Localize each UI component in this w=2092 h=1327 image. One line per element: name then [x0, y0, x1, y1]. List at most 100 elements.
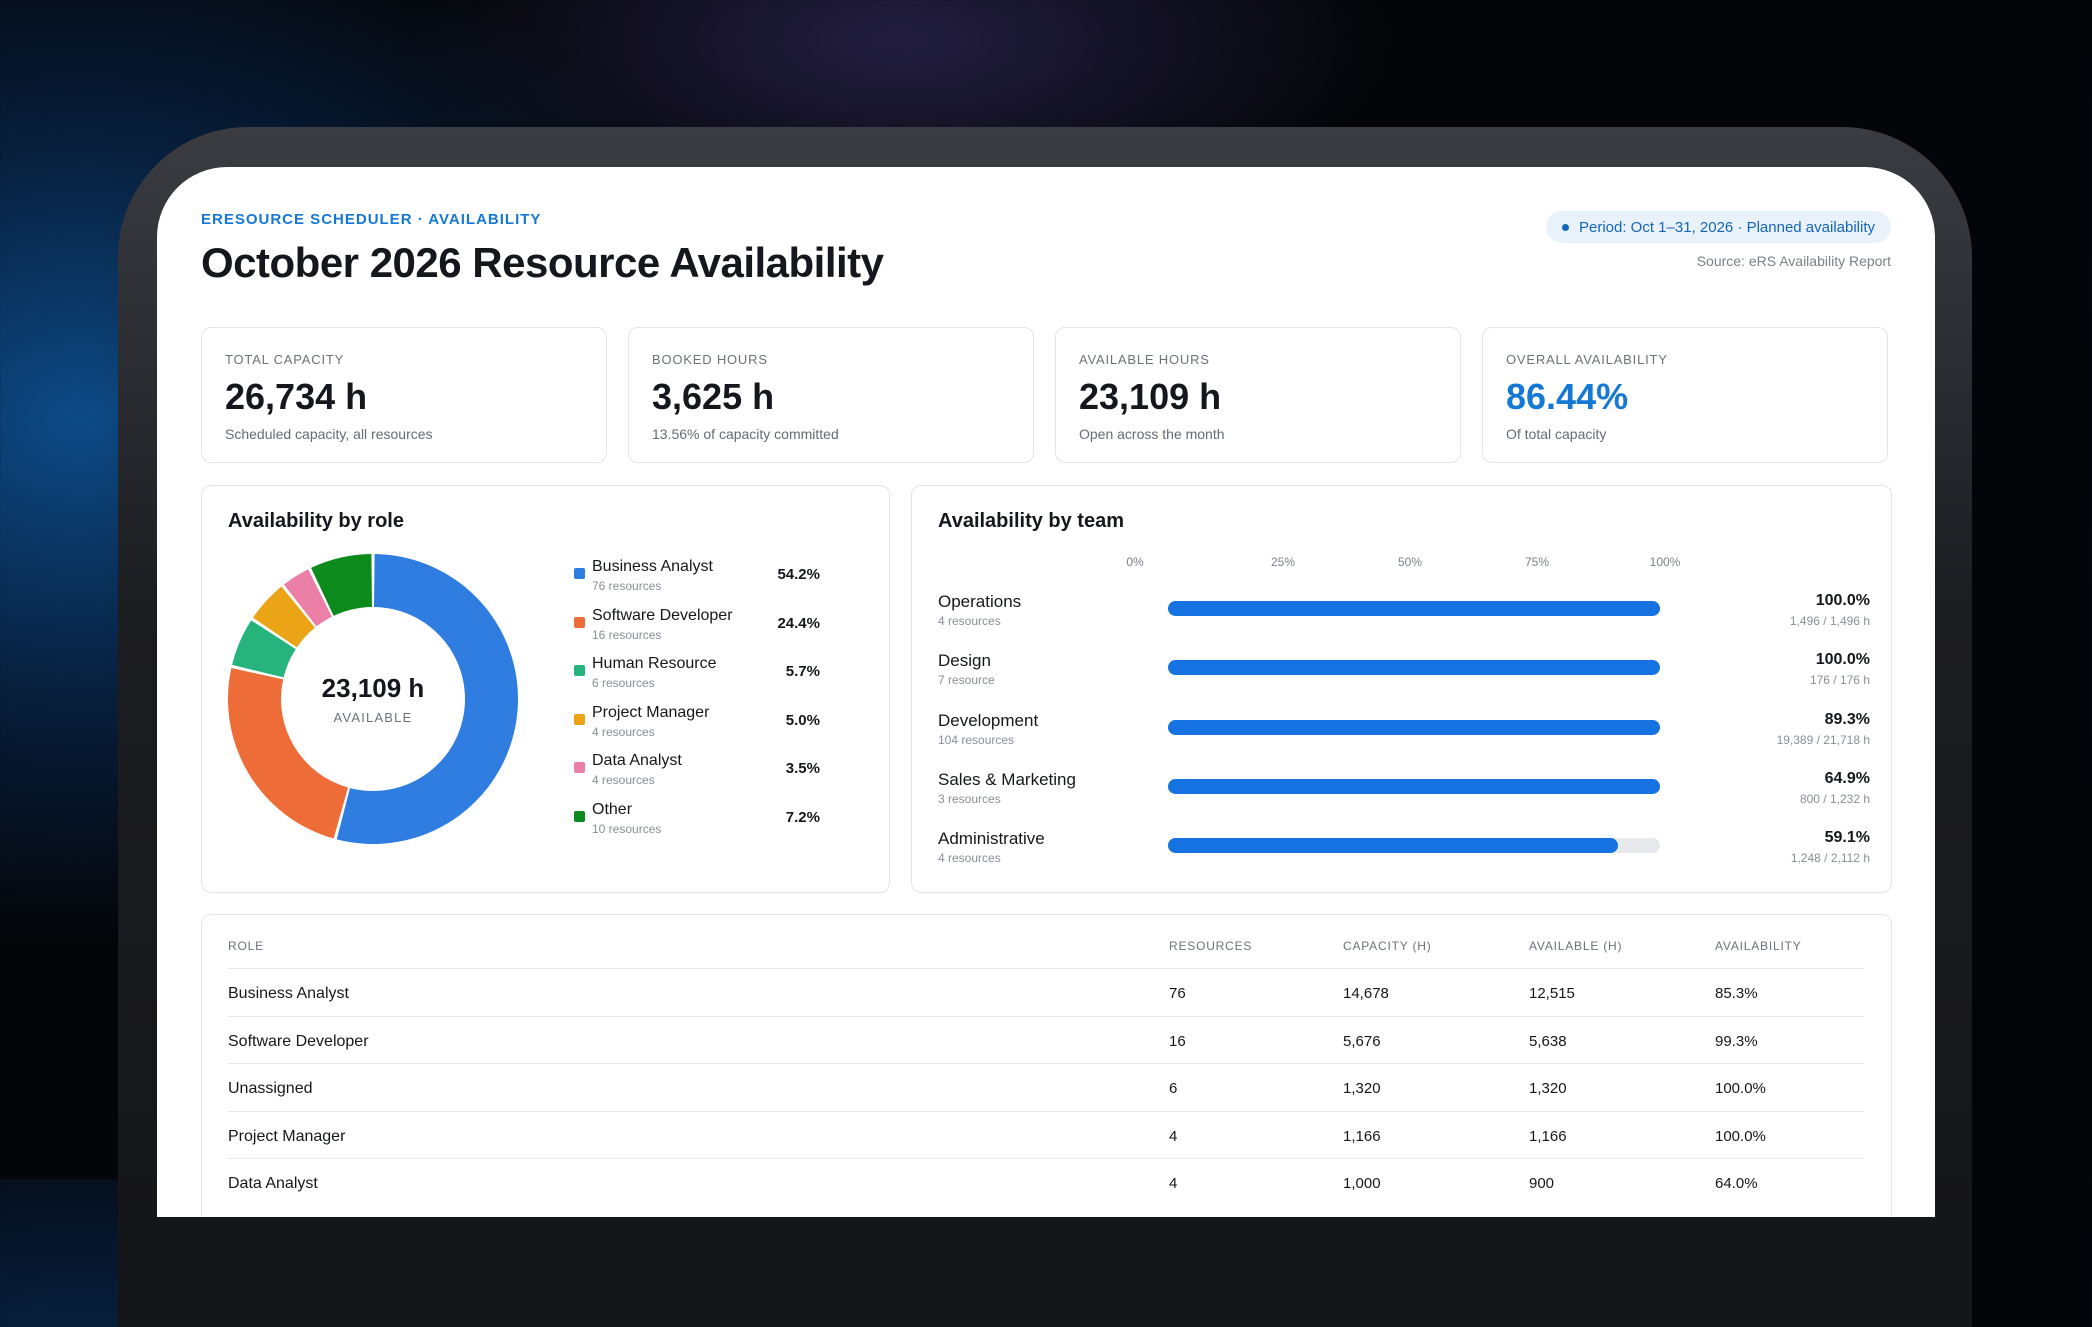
- legend-percent: 54.2%: [777, 566, 820, 583]
- team-hours: 176 / 176 h: [1809, 673, 1870, 688]
- kpi-label: OVERALL AVAILABILITY: [1506, 352, 1668, 367]
- table-row[interactable]: Business Analyst 76 14,678 12,515 85.3%: [228, 968, 1864, 1016]
- col-header-capacity[interactable]: CAPACITY (H): [1343, 939, 1432, 953]
- legend-percent: 5.0%: [785, 711, 820, 729]
- value-cell: 5,638: [1529, 1032, 1567, 1050]
- role-cell: Project Manager: [228, 1127, 346, 1145]
- role-donut-chart: [228, 554, 518, 844]
- team-resources: 4 resources: [938, 851, 1001, 866]
- team-resources: 4 resources: [938, 614, 1001, 628]
- dashboard-screen: ERESOURCE SCHEDULER · AVAILABILITY Octob…: [157, 167, 1935, 1217]
- legend-item[interactable]: Other 10 resources 7.2%: [572, 801, 872, 845]
- legend-item[interactable]: Project Manager 4 resources 5.0%: [572, 704, 872, 748]
- role-panel-title: Availability by role: [228, 510, 404, 532]
- team-row[interactable]: Operations 4 resources 100.0% 1,496 / 1,496…: [938, 592, 1870, 642]
- team-availability-percent: 64.9%: [1824, 769, 1870, 787]
- donut-slice-project-manager[interactable]: [252, 586, 315, 648]
- value-cell: 100.0%: [1715, 1127, 1766, 1145]
- role-cell: Unassigned: [228, 1080, 313, 1097]
- value-cell: 64.0%: [1715, 1175, 1758, 1192]
- value-cell: 76: [1169, 985, 1186, 1002]
- table-row[interactable]: Software Developer 16 5,676 5,638 99.3%: [228, 1015, 1864, 1064]
- value-cell: 1,320: [1529, 1080, 1567, 1097]
- period-badge[interactable]: Period: Oct 1–31, 2026 · Planned availab…: [1545, 211, 1891, 243]
- donut-slice-software-developer[interactable]: [228, 668, 349, 839]
- legend-resources: 76 resources: [592, 579, 662, 593]
- value-cell: 12,515: [1529, 985, 1575, 1002]
- legend-label: Business Analyst: [592, 558, 713, 575]
- legend-swatch: [574, 568, 585, 579]
- team-availability-panel: Availability by team 0% 25% 50% 75% 100% Ope…: [911, 485, 1892, 893]
- team-availability-percent: 59.1%: [1824, 829, 1870, 847]
- legend-resources: 10 resources: [592, 821, 662, 836]
- legend-percent: 5.7%: [785, 663, 820, 680]
- team-row[interactable]: Sales & Marketing 3 resources 64.9% 800 / 1…: [938, 770, 1870, 820]
- legend-swatch: [574, 616, 585, 628]
- col-header-resources[interactable]: RESOURCES: [1169, 939, 1253, 953]
- donut-slice-business-analyst[interactable]: [336, 554, 518, 844]
- team-bar: [1168, 601, 1660, 616]
- axis-tick-label: 100%: [1649, 555, 1681, 569]
- legend-swatch: [574, 762, 585, 773]
- team-resources: 104 resources: [938, 732, 1015, 747]
- role-cell: Data Analyst: [228, 1175, 318, 1192]
- table-row[interactable]: Data Analyst 4 1,000 900 64.0%: [228, 1158, 1864, 1206]
- status-dot-icon: [1561, 223, 1569, 231]
- team-name: Sales & Marketing: [938, 769, 1076, 789]
- role-cell: Business Analyst: [228, 985, 349, 1002]
- value-cell: 16: [1169, 1032, 1186, 1050]
- axis-tick-label: 75%: [1524, 555, 1550, 569]
- team-bar: [1168, 660, 1660, 676]
- team-availability-percent: 100.0%: [1815, 592, 1870, 609]
- period-label: Period: Oct 1–31, 2026 · Planned availab…: [1578, 218, 1875, 236]
- legend-percent: 7.2%: [785, 808, 820, 826]
- legend-item[interactable]: Software Developer 16 resources 24.4%: [572, 607, 872, 651]
- legend-item[interactable]: Business Analyst 76 resources 54.2%: [572, 558, 872, 602]
- team-row[interactable]: Design 7 resource 100.0% 176 / 176 h: [938, 651, 1870, 701]
- team-bar: [1168, 778, 1660, 794]
- kpi-label: BOOKED HOURS: [652, 352, 768, 367]
- app-breadcrumb: ERESOURCE SCHEDULER · AVAILABILITY: [201, 211, 542, 228]
- team-resources: 7 resource: [938, 673, 995, 688]
- source-note: Source: eRS Availability Report: [1696, 253, 1891, 269]
- team-row[interactable]: Development 104 resources 89.3% 19,389 / 21…: [938, 711, 1870, 761]
- role-table-panel: ROLE RESOURCES CAPACITY (H) AVAILABLE (H…: [201, 914, 1892, 1217]
- kpi-card-booked-hours: BOOKED HOURS 3,625 h 13.56% of capacity …: [628, 327, 1034, 463]
- value-cell: 1,166: [1343, 1127, 1381, 1145]
- team-bar-track: [1168, 838, 1660, 854]
- legend-swatch: [574, 810, 585, 822]
- value-cell: 5,676: [1343, 1032, 1381, 1050]
- value-cell: 1,166: [1529, 1127, 1567, 1145]
- legend-resources: 4 resources: [592, 724, 655, 739]
- role-cell: Software Developer: [228, 1032, 369, 1050]
- team-bar-track: [1168, 601, 1660, 616]
- value-cell: 4: [1169, 1127, 1178, 1145]
- kpi-card-total-capacity: TOTAL CAPACITY 26,734 h Scheduled capaci…: [201, 327, 607, 463]
- donut-center-value: 23,109 h: [321, 673, 425, 703]
- table-row[interactable]: Project Manager 4 1,166 1,166 100.0%: [228, 1110, 1864, 1159]
- team-availability-percent: 100.0%: [1815, 651, 1870, 669]
- donut-slice-other[interactable]: [311, 554, 372, 616]
- kpi-label: AVAILABLE HOURS: [1079, 352, 1210, 367]
- kpi-subtext: 13.56% of capacity committed: [652, 426, 839, 442]
- team-bar-track: [1168, 719, 1660, 735]
- legend-swatch: [574, 713, 585, 725]
- col-header-role[interactable]: ROLE: [228, 939, 264, 953]
- team-panel-title: Availability by team: [938, 510, 1124, 532]
- role-availability-panel: Availability by role 23,109 h AVAILABLE …: [201, 485, 890, 893]
- col-header-available[interactable]: AVAILABLE (H): [1529, 939, 1623, 953]
- value-cell: 6: [1169, 1080, 1178, 1097]
- legend-item[interactable]: Human Resource 6 resources 5.7%: [572, 655, 872, 699]
- kpi-subtext: Of total capacity: [1506, 426, 1607, 442]
- donut-slice-data-analyst[interactable]: [283, 569, 332, 627]
- donut-slice-human-resource[interactable]: [232, 620, 296, 678]
- team-row[interactable]: Administrative 4 resources 59.1% 1,248 / 2,…: [938, 829, 1870, 879]
- col-header-availability[interactable]: AVAILABILITY: [1715, 939, 1802, 953]
- table-row[interactable]: Unassigned 6 1,320 1,320 100.0%: [228, 1063, 1864, 1111]
- donut-center-label: AVAILABLE: [333, 710, 413, 725]
- team-hours: 19,389 / 21,718 h: [1776, 732, 1870, 747]
- kpi-subtext: Scheduled capacity, all resources: [225, 426, 433, 442]
- team-bar-track: [1168, 660, 1660, 676]
- kpi-label: TOTAL CAPACITY: [225, 352, 345, 367]
- legend-item[interactable]: Data Analyst 4 resources 3.5%: [572, 752, 872, 796]
